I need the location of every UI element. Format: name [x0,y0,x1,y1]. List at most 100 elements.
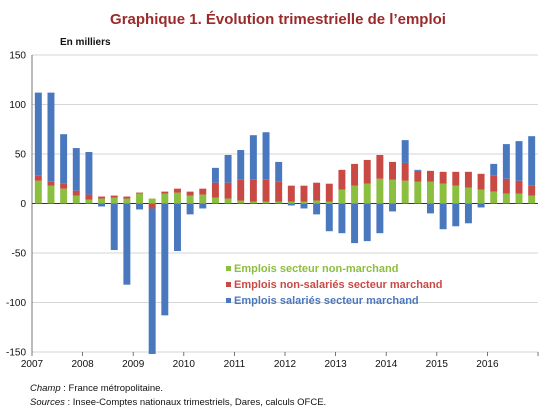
legend-label: Emplois non-salariés secteur marchand [234,279,442,291]
bar-segment [351,163,359,186]
bar-segment [211,182,219,198]
bar-segment [287,185,295,202]
x-tick-label: 2008 [71,359,94,370]
bar-segment [528,185,536,196]
bar-segment [60,188,68,204]
bar-segment [110,203,118,251]
bar-segment [60,134,68,184]
legend-swatch [226,298,231,303]
bar-segment [426,203,434,214]
bar-segment [490,163,498,176]
bar-segment [161,203,169,316]
bar-segment [515,193,523,204]
bar-segment [60,183,68,189]
bar-segment [389,161,397,180]
bar-segment [477,189,485,204]
bar-segment [72,148,80,191]
bar-segment [148,203,156,209]
bar-segment [351,203,359,244]
bar-segment [110,195,118,198]
bar-segment [85,152,93,195]
bar-segment [211,197,219,204]
bar-segment [426,170,434,182]
y-tick-label: 50 [15,150,27,161]
bar-segment [325,183,333,202]
bar-segment [237,200,245,204]
bar-segment [262,179,270,202]
x-tick-label: 2014 [375,359,398,370]
bar-segment [186,195,194,204]
bar-segment [515,180,523,194]
note-sources-label: Sources [30,397,65,408]
note-sources: Sources : Insee-Comptes nationaux trimes… [30,397,326,408]
bar-segment [414,170,422,182]
x-tick-label: 2012 [274,359,297,370]
bar-segment [300,185,308,202]
bar-segment [72,190,80,196]
bar-segment [363,203,371,242]
bar-segment [275,181,283,202]
legend-swatch [226,282,231,287]
bar-segment [490,191,498,204]
bar-segment [452,203,460,227]
bar-segment [338,189,346,204]
bar-segment [186,203,194,215]
bar-segment [136,193,144,204]
legend-label: Emplois secteur non-marchand [234,263,398,275]
bar-segment [34,92,42,176]
bar-segment [136,203,144,210]
bar-segment [376,178,384,204]
bar-segment [287,201,295,204]
bar-segment [338,169,346,190]
bar-segment [313,182,321,201]
bar-segment [110,197,118,204]
x-tick-label: 2011 [224,359,246,370]
bar-segment [414,181,422,204]
bar-segment [123,196,131,199]
legend-label: Emplois salariés secteur marchand [234,295,419,307]
bar-segment [224,198,232,204]
bar-segment [490,175,498,192]
bar-segment [173,188,181,193]
bar-segment [528,136,536,186]
bar-segment [502,193,510,204]
bar-segment [464,187,472,204]
bar-segment [300,201,308,204]
bar-segment [426,181,434,204]
bar-segment [376,154,384,179]
bar-segment [325,203,333,232]
bar-segment [401,162,409,181]
bar-segment [275,201,283,204]
bar-segment [47,181,55,186]
unit-label: En milliers [60,37,111,48]
bar-segment [439,183,447,204]
y-tick-label: 150 [9,51,26,62]
bar-segment [98,198,106,204]
bar-segment [363,159,371,184]
bar-segment [161,193,169,204]
bar-segment [401,140,409,163]
bar-segment [47,92,55,182]
legend-swatch [226,266,231,271]
bar-segment [224,154,232,183]
x-tick-label: 2007 [21,359,44,370]
bar-segment [161,191,169,194]
bar-segment [148,198,156,204]
bar-segment [502,178,510,194]
bar-segment [173,192,181,204]
bar-segment [439,171,447,184]
bar-segment [477,203,485,208]
y-tick-label: -100 [6,298,26,309]
bar-segment [376,203,384,234]
bars-group [34,92,536,354]
bar-segment [199,188,207,195]
bar-segment [515,141,523,181]
bar-segment [439,203,447,230]
bar-segment [464,171,472,188]
x-tick-label: 2009 [122,359,145,370]
y-tick-label: -150 [6,348,26,359]
bar-segment [136,192,144,194]
